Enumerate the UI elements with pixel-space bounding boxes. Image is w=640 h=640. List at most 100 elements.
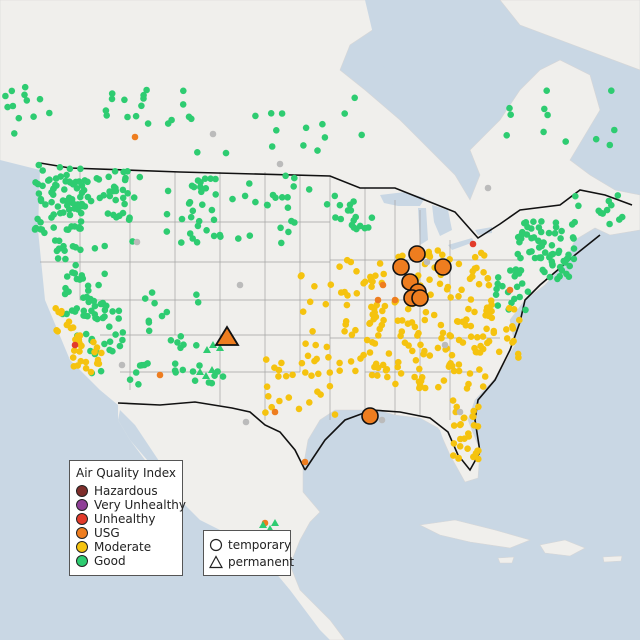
monitor-marker[interactable] xyxy=(471,253,479,261)
monitor-marker[interactable] xyxy=(63,310,70,318)
monitor-marker[interactable] xyxy=(506,286,514,294)
monitor-marker[interactable] xyxy=(208,379,216,387)
monitor-marker[interactable] xyxy=(514,350,522,358)
monitor-marker[interactable] xyxy=(207,175,214,182)
monitor-marker[interactable] xyxy=(326,382,334,390)
monitor-marker[interactable] xyxy=(167,337,175,344)
monitor-marker[interactable] xyxy=(344,292,351,299)
monitor-marker[interactable] xyxy=(101,242,108,250)
monitor-marker[interactable] xyxy=(490,329,498,337)
monitor-marker[interactable] xyxy=(273,127,280,134)
monitor-marker[interactable] xyxy=(436,280,444,288)
monitor-marker[interactable] xyxy=(90,338,97,346)
monitor-marker[interactable] xyxy=(336,263,343,271)
monitor-marker[interactable] xyxy=(112,196,119,204)
monitor-marker[interactable] xyxy=(186,198,194,206)
monitor-marker[interactable] xyxy=(336,367,344,375)
monitor-marker[interactable] xyxy=(321,134,329,141)
usg-temporary-marker[interactable] xyxy=(392,258,410,276)
monitor-marker[interactable] xyxy=(557,235,564,242)
monitor-marker[interactable] xyxy=(539,266,546,274)
monitor-marker[interactable] xyxy=(524,288,532,296)
monitor-marker[interactable] xyxy=(467,322,475,330)
monitor-marker[interactable] xyxy=(130,194,138,201)
monitor-marker[interactable] xyxy=(473,264,480,272)
monitor-marker[interactable] xyxy=(168,116,175,124)
monitor-marker[interactable] xyxy=(229,195,236,203)
monitor-marker[interactable] xyxy=(549,262,556,269)
monitor-marker[interactable] xyxy=(4,103,11,111)
monitor-marker[interactable] xyxy=(52,181,59,189)
monitor-marker[interactable] xyxy=(93,175,101,182)
monitor-marker[interactable] xyxy=(513,283,521,291)
monitor-marker[interactable] xyxy=(326,369,334,376)
monitor-marker[interactable] xyxy=(95,360,103,368)
monitor-marker[interactable] xyxy=(189,368,197,375)
monitor-marker[interactable] xyxy=(494,302,502,309)
monitor-marker[interactable] xyxy=(106,188,113,195)
monitor-marker[interactable] xyxy=(508,299,515,307)
monitor-marker[interactable] xyxy=(302,340,309,348)
monitor-marker[interactable] xyxy=(464,445,471,453)
monitor-marker[interactable] xyxy=(368,303,375,311)
monitor-marker[interactable] xyxy=(124,190,131,197)
monitor-marker[interactable] xyxy=(341,328,348,335)
monitor-marker[interactable] xyxy=(106,338,114,346)
monitor-marker[interactable] xyxy=(522,219,530,226)
monitor-marker[interactable] xyxy=(112,331,119,338)
monitor-marker[interactable] xyxy=(530,218,537,225)
monitor-marker[interactable] xyxy=(311,283,318,290)
monitor-marker[interactable] xyxy=(288,217,295,225)
monitor-marker[interactable] xyxy=(74,362,81,369)
monitor-marker[interactable] xyxy=(69,354,77,361)
monitor-marker[interactable] xyxy=(368,283,375,291)
monitor-marker[interactable] xyxy=(140,91,147,99)
monitor-marker[interactable] xyxy=(544,111,551,119)
monitor-marker[interactable] xyxy=(145,327,153,335)
monitor-marker[interactable] xyxy=(453,403,461,411)
monitor-marker[interactable] xyxy=(395,358,402,366)
monitor-marker[interactable] xyxy=(185,113,193,121)
monitor-marker[interactable] xyxy=(203,227,210,234)
monitor-marker[interactable] xyxy=(109,347,116,355)
monitor-marker[interactable] xyxy=(434,247,442,254)
monitor-marker[interactable] xyxy=(291,174,298,182)
monitor-marker[interactable] xyxy=(276,397,283,405)
monitor-marker[interactable] xyxy=(455,361,463,368)
monitor-marker[interactable] xyxy=(180,87,187,95)
monitor-marker[interactable] xyxy=(83,293,91,301)
monitor-marker[interactable] xyxy=(57,173,64,180)
monitor-marker[interactable] xyxy=(614,192,622,199)
monitor-marker[interactable] xyxy=(404,320,412,328)
monitor-marker[interactable] xyxy=(133,238,141,246)
monitor-marker[interactable] xyxy=(367,273,374,281)
monitor-marker[interactable] xyxy=(469,240,477,248)
monitor-marker[interactable] xyxy=(163,308,171,316)
monitor-marker[interactable] xyxy=(516,238,523,246)
monitor-marker[interactable] xyxy=(285,394,293,401)
monitor-marker[interactable] xyxy=(342,321,350,328)
monitor-marker[interactable] xyxy=(379,361,387,369)
monitor-marker[interactable] xyxy=(209,341,217,348)
monitor-marker[interactable] xyxy=(507,111,514,118)
monitor-marker[interactable] xyxy=(379,281,387,289)
monitor-marker[interactable] xyxy=(284,194,291,201)
monitor-marker[interactable] xyxy=(493,285,500,293)
monitor-marker[interactable] xyxy=(455,367,463,375)
monitor-marker[interactable] xyxy=(555,247,563,255)
monitor-marker[interactable] xyxy=(358,131,366,139)
monitor-marker[interactable] xyxy=(66,211,74,219)
monitor-marker[interactable] xyxy=(289,371,296,379)
monitor-marker[interactable] xyxy=(384,373,391,381)
monitor-marker[interactable] xyxy=(122,174,129,182)
monitor-marker[interactable] xyxy=(8,87,16,95)
monitor-marker[interactable] xyxy=(194,177,202,184)
monitor-marker[interactable] xyxy=(603,206,611,214)
highlighted-monitor-markers[interactable] xyxy=(214,245,452,425)
monitor-markers[interactable] xyxy=(2,83,626,532)
monitor-marker[interactable] xyxy=(392,380,399,388)
monitor-marker[interactable] xyxy=(485,307,493,314)
monitor-marker[interactable] xyxy=(446,332,454,339)
monitor-marker[interactable] xyxy=(427,291,434,299)
monitor-marker[interactable] xyxy=(222,149,230,157)
